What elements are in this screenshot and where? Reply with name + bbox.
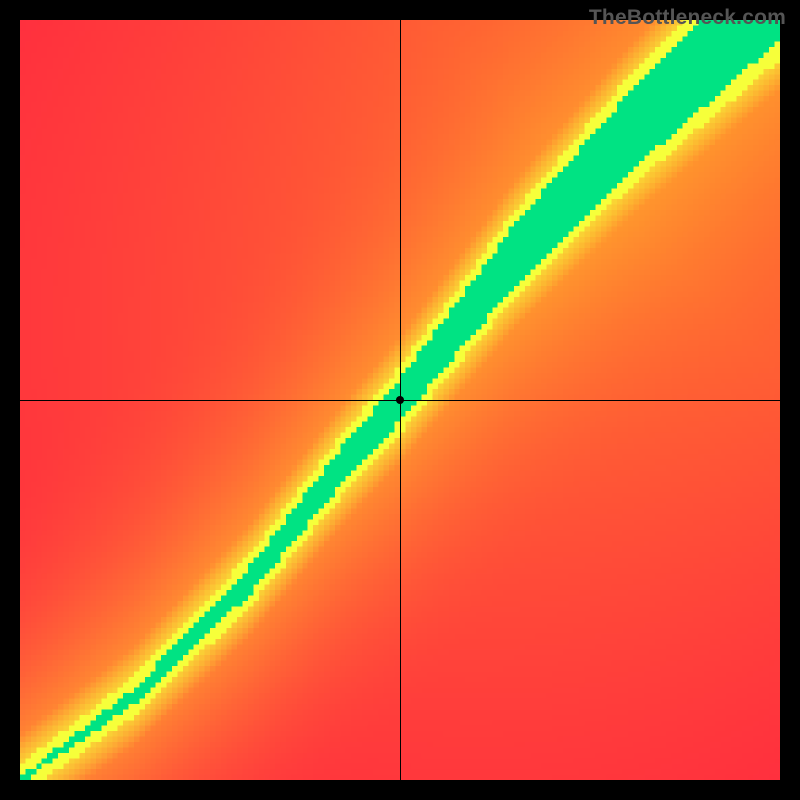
chart-container: TheBottleneck.com xyxy=(0,0,800,800)
plot-area xyxy=(20,20,780,780)
heatmap-canvas xyxy=(20,20,780,780)
